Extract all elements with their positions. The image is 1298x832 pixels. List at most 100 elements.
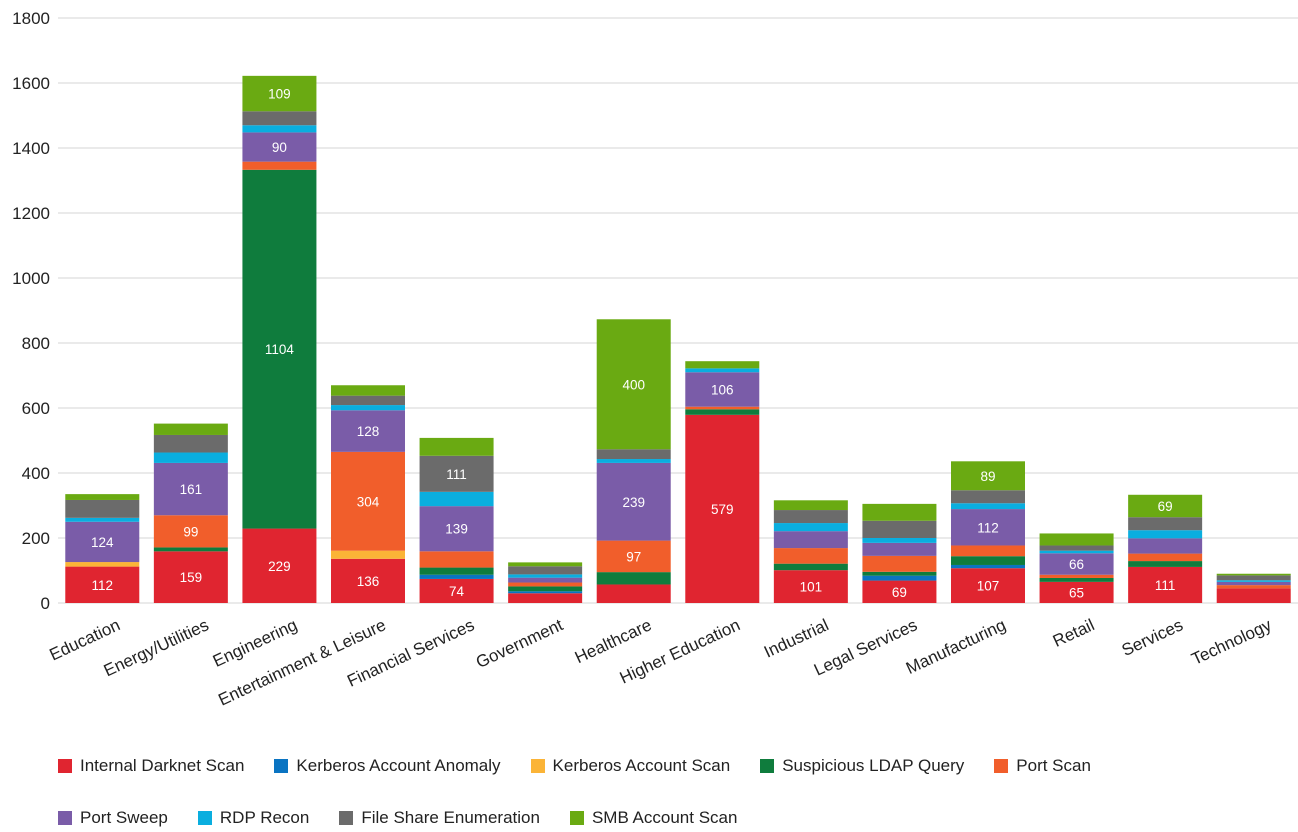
bar-segment bbox=[862, 575, 937, 581]
legend-swatch bbox=[994, 759, 1009, 773]
bar-segment bbox=[242, 111, 317, 126]
bar-segment bbox=[951, 564, 1025, 569]
x-category-label: Entertainment & Leisure bbox=[215, 615, 388, 709]
legend-swatch bbox=[274, 759, 289, 773]
y-tick-label: 200 bbox=[22, 529, 50, 548]
bar-segment bbox=[1216, 575, 1291, 581]
bar-segment bbox=[1216, 580, 1291, 582]
legend-row-2: Port Sweep RDP Recon File Share Enumeratio… bbox=[58, 808, 1288, 828]
data-label: 101 bbox=[800, 580, 823, 595]
bar-segment bbox=[153, 452, 228, 463]
bar-segment bbox=[419, 506, 494, 552]
bar-segment bbox=[862, 555, 937, 572]
data-label: 128 bbox=[357, 424, 380, 439]
data-label: 229 bbox=[268, 559, 291, 574]
bar-segment bbox=[951, 490, 1025, 504]
legend-item: Suspicious LDAP Query bbox=[760, 756, 964, 776]
data-label: 159 bbox=[180, 570, 203, 585]
bar-segment bbox=[1039, 577, 1114, 582]
data-label: 304 bbox=[357, 494, 380, 509]
bar-segment bbox=[508, 593, 583, 603]
y-tick-label: 400 bbox=[22, 464, 50, 483]
bar-segment bbox=[773, 563, 848, 571]
bar-segment bbox=[773, 548, 848, 564]
legend-label: Kerberos Account Scan bbox=[552, 756, 731, 775]
y-tick-label: 1200 bbox=[12, 204, 50, 223]
data-label: 239 bbox=[622, 495, 645, 510]
bar-segment bbox=[331, 451, 405, 551]
legend-label: Kerberos Account Anomaly bbox=[296, 756, 501, 775]
bar-segment bbox=[153, 547, 228, 552]
bar-segment bbox=[773, 570, 848, 603]
data-label: 112 bbox=[977, 520, 999, 535]
data-label: 109 bbox=[268, 87, 291, 102]
bar-segment bbox=[508, 562, 583, 567]
y-tick-label: 600 bbox=[22, 399, 50, 418]
data-label: 89 bbox=[980, 469, 995, 484]
bar-segment bbox=[1216, 573, 1291, 576]
legend-row-1: Internal Darknet Scan Kerberos Account An… bbox=[58, 756, 1288, 776]
bar-segment bbox=[1128, 561, 1203, 567]
legend-item: SMB Account Scan bbox=[569, 808, 738, 828]
bar-segment bbox=[331, 550, 405, 559]
bar-segment bbox=[1216, 585, 1291, 589]
bar-segment bbox=[242, 132, 317, 162]
bar-segment bbox=[331, 395, 405, 406]
data-label: 136 bbox=[357, 574, 380, 589]
legend-label: SMB Account Scan bbox=[591, 808, 738, 827]
bar-segment bbox=[862, 503, 937, 521]
legend-swatch bbox=[760, 759, 775, 773]
x-category-label: Education bbox=[46, 615, 123, 664]
bar-segment bbox=[862, 538, 937, 543]
bar-segment bbox=[65, 566, 140, 603]
data-label: 74 bbox=[449, 584, 465, 599]
bar-segment bbox=[685, 372, 760, 407]
bar-segment bbox=[1128, 494, 1203, 518]
x-category-label: Manufacturing bbox=[903, 615, 1009, 678]
legend-swatch bbox=[58, 759, 72, 773]
bar-segment bbox=[773, 500, 848, 511]
bar-segment bbox=[508, 586, 583, 592]
bar-segment bbox=[596, 449, 671, 460]
bar-segment bbox=[596, 540, 671, 573]
legend-item: File Share Enumeration bbox=[339, 808, 540, 828]
bar-segment bbox=[419, 551, 494, 568]
bar-segment bbox=[508, 577, 583, 583]
data-label: 97 bbox=[626, 549, 641, 564]
bar-segment bbox=[331, 410, 405, 452]
bar-segment bbox=[242, 125, 317, 133]
bar-segment bbox=[685, 368, 760, 373]
bar-segment bbox=[508, 582, 583, 587]
data-label: 124 bbox=[91, 535, 114, 550]
bar-segment bbox=[862, 542, 937, 556]
bar-segment bbox=[1128, 530, 1203, 539]
y-axis-ticks: 0 200 400 600 800 1000 1200 1400 1600 1800 bbox=[12, 9, 50, 613]
legend-swatch bbox=[58, 811, 72, 825]
bar-segment bbox=[1039, 533, 1114, 546]
data-label: 66 bbox=[1069, 557, 1084, 572]
legend-label: Port Scan bbox=[1016, 756, 1091, 775]
legend-swatch bbox=[530, 759, 545, 773]
data-label: 69 bbox=[1158, 499, 1173, 514]
data-label: 65 bbox=[1069, 585, 1084, 600]
bar-segment bbox=[773, 523, 848, 532]
data-label: 112 bbox=[92, 578, 114, 593]
bar-segment bbox=[685, 414, 760, 603]
data-label: 111 bbox=[1155, 578, 1176, 593]
y-tick-label: 1000 bbox=[12, 269, 50, 288]
bar-segment bbox=[1039, 550, 1114, 554]
bar-segment bbox=[331, 385, 405, 396]
legend-label: Port Sweep bbox=[80, 808, 168, 827]
bar-segment bbox=[1039, 574, 1114, 578]
bar-segment bbox=[1128, 553, 1203, 562]
bar-segment bbox=[1128, 517, 1203, 531]
bars bbox=[65, 75, 1291, 603]
stacked-bar-chart: 0 200 400 600 800 1000 1200 1400 1600 1800 112 124… bbox=[12, 9, 1298, 710]
bar-segment bbox=[153, 423, 228, 435]
bar-segment bbox=[685, 406, 760, 410]
data-label: 99 bbox=[183, 524, 198, 539]
y-tick-label: 1800 bbox=[12, 9, 50, 28]
data-label: 400 bbox=[622, 377, 645, 392]
x-category-label: Services bbox=[1119, 615, 1186, 660]
bar-segment bbox=[242, 169, 317, 529]
